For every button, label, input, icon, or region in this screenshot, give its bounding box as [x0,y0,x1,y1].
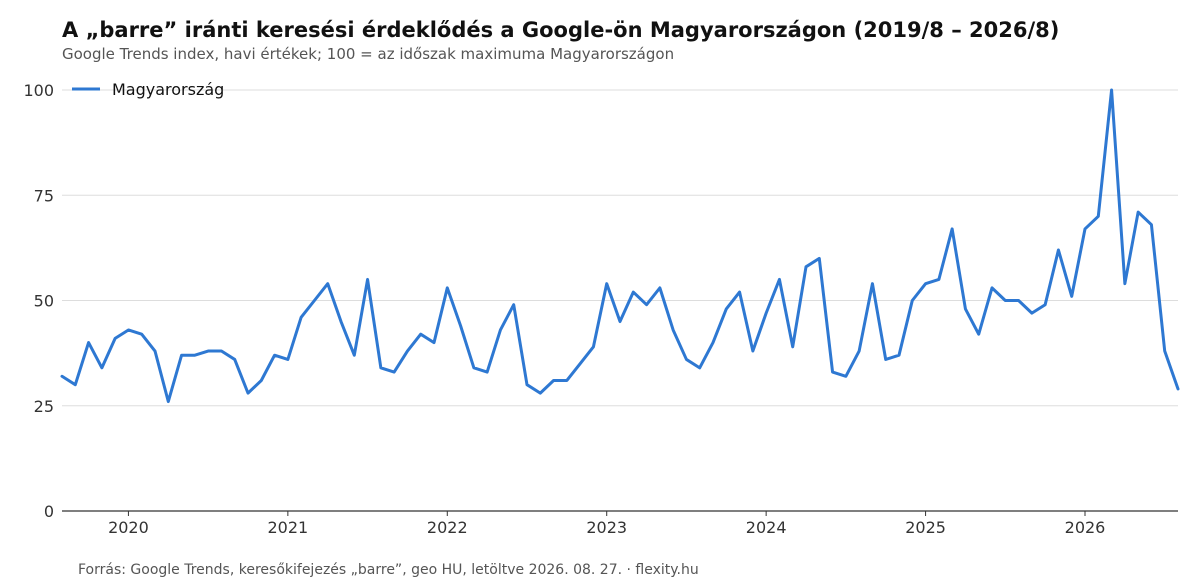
grid-lines [62,89,1178,512]
x-tick-label: 2022 [427,518,468,537]
y-tick-label: 100 [23,81,54,100]
series-layer [60,88,1180,404]
y-tick-label: 0 [44,502,54,521]
x-tick-label: 2025 [905,518,946,537]
x-tick-label: 2020 [108,518,149,537]
series-line-0 [60,88,1180,404]
x-tick-label: 2023 [586,518,627,537]
x-tick-label: 2021 [267,518,308,537]
legend: Magyarország [72,80,224,99]
y-tick-label: 25 [34,397,54,416]
y-axis-ticks: 0 25 50 75 100 [23,81,54,521]
x-tick-label: 2026 [1065,518,1106,537]
legend-label: Magyarország [112,80,224,99]
y-tick-label: 75 [34,186,54,205]
source-note: Forrás: Google Trends, keresőkifejezés „… [78,562,699,578]
x-tick-label: 2024 [746,518,787,537]
x-axis-ticks: 2020 2021 2022 2023 2024 2025 2026 [108,511,1105,537]
chart-title: A „barre” iránti keresési érdeklődés a G… [62,18,1060,42]
chart-subtitle: Google Trends index, havi értékek; 100 =… [62,45,675,63]
y-tick-label: 50 [34,292,54,311]
